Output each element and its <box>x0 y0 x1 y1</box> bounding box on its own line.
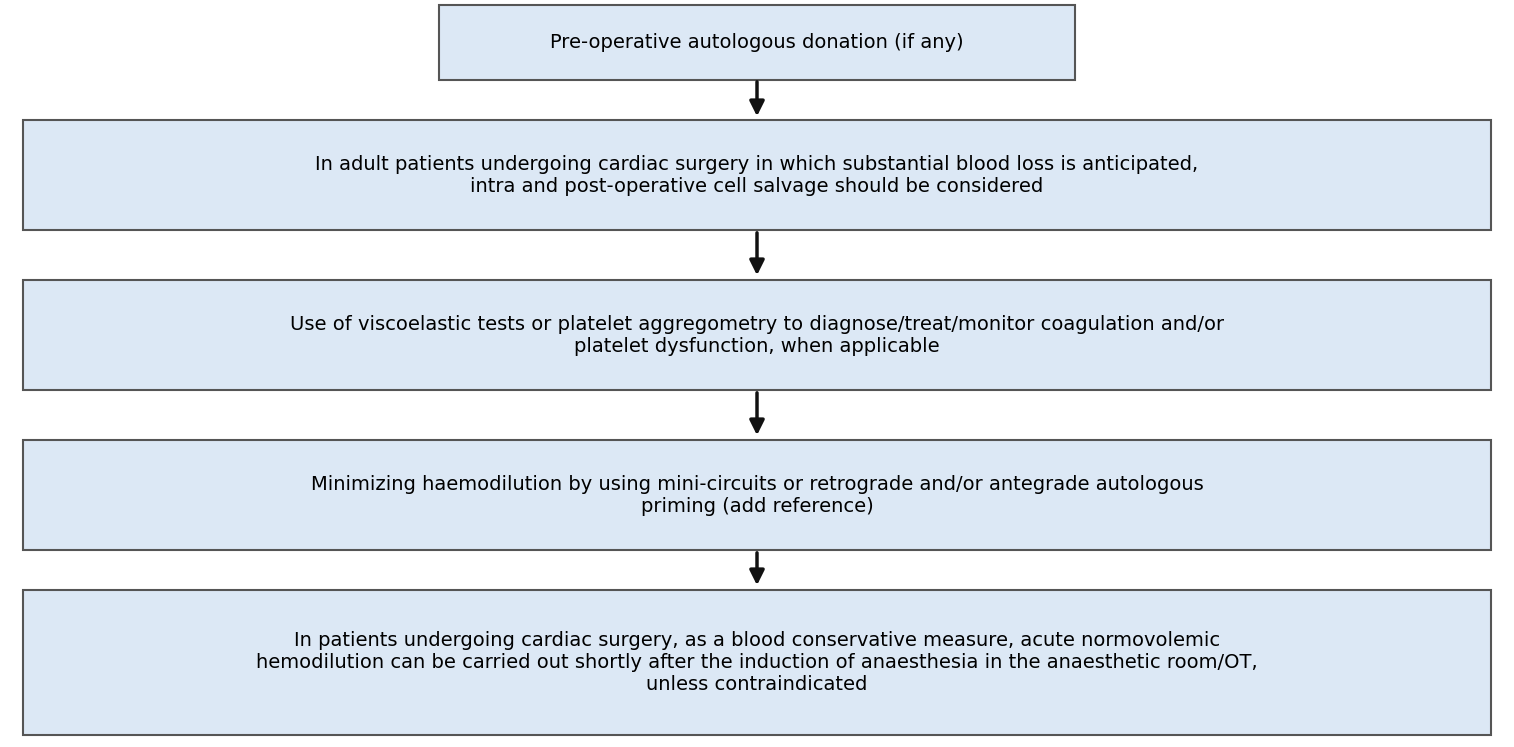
Text: Use of viscoelastic tests or platelet aggregometry to diagnose/treat/monitor coa: Use of viscoelastic tests or platelet ag… <box>291 314 1223 356</box>
Text: In patients undergoing cardiac surgery, as a blood conservative measure, acute n: In patients undergoing cardiac surgery, … <box>256 630 1258 693</box>
FancyBboxPatch shape <box>23 120 1491 230</box>
FancyBboxPatch shape <box>23 440 1491 550</box>
FancyBboxPatch shape <box>23 589 1491 734</box>
Text: Minimizing haemodilution by using mini-circuits or retrograde and/or antegrade a: Minimizing haemodilution by using mini-c… <box>310 474 1204 515</box>
Text: In adult patients undergoing cardiac surgery in which substantial blood loss is : In adult patients undergoing cardiac sur… <box>315 155 1199 196</box>
Text: Pre-operative autologous donation (if any): Pre-operative autologous donation (if an… <box>550 33 964 52</box>
FancyBboxPatch shape <box>439 4 1075 79</box>
FancyBboxPatch shape <box>23 280 1491 390</box>
